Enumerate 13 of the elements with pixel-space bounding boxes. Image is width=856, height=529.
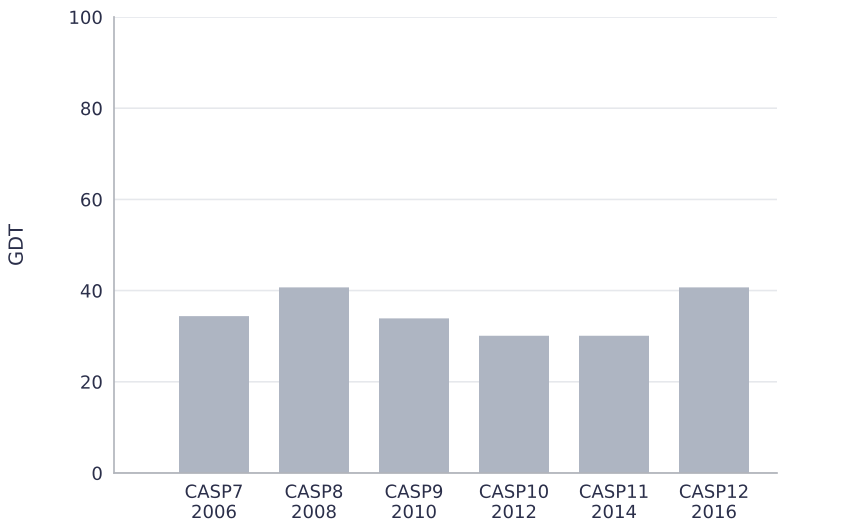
x-tick-label: CASP9 2010 (386, 484, 442, 518)
y-axis-title: GDT (8, 224, 23, 265)
y-tick-label: 0 (92, 466, 102, 480)
x-tick-label: CASP11 2014 (580, 484, 648, 518)
y-tick-label: 20 (81, 375, 102, 389)
x-tick-label: CASP7 2006 (186, 484, 242, 518)
y-tick-label: 100 (70, 10, 102, 24)
y-tick-label: 80 (81, 102, 102, 116)
y-tick-label: 60 (81, 192, 102, 207)
x-tick-label: CASP8 2008 (286, 484, 342, 518)
x-tick-label: CASP12 2016 (680, 484, 748, 518)
x-tick-label: CASP10 2012 (480, 484, 548, 518)
y-tick-label: 40 (80, 284, 102, 298)
